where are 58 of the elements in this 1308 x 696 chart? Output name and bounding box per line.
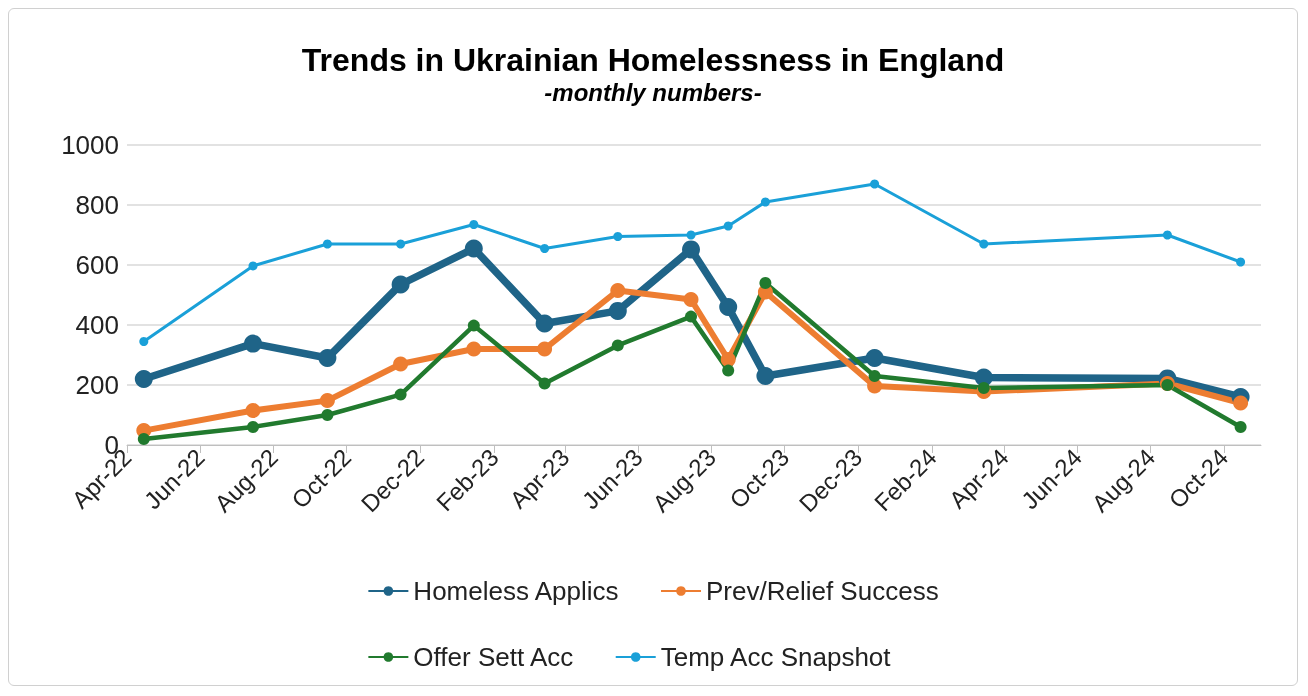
point — [979, 239, 989, 249]
point — [391, 275, 410, 294]
chart-subtitle: -monthly numbers- — [544, 78, 762, 106]
point — [319, 393, 335, 409]
point — [685, 310, 697, 323]
point — [682, 240, 700, 259]
legend-label: Prev/Relief Success — [705, 576, 939, 606]
point — [248, 261, 258, 271]
point — [318, 349, 337, 367]
point — [683, 292, 699, 307]
point — [977, 382, 990, 394]
point — [722, 364, 735, 377]
point — [756, 367, 775, 385]
point — [245, 403, 261, 418]
point — [393, 356, 409, 372]
point — [759, 277, 772, 289]
point — [469, 220, 479, 229]
point — [760, 197, 770, 207]
point — [537, 341, 553, 357]
legend-label: Offer Sett Acc — [413, 642, 574, 672]
point — [244, 334, 262, 353]
point — [247, 421, 259, 433]
point — [322, 239, 332, 249]
point — [466, 341, 482, 357]
point — [1233, 395, 1249, 411]
point — [321, 409, 334, 421]
point — [467, 319, 480, 332]
point — [1162, 230, 1172, 240]
y-tick-label: 800 — [75, 190, 119, 220]
point — [396, 239, 406, 249]
point — [686, 230, 696, 240]
point — [868, 370, 881, 382]
point — [608, 301, 627, 320]
point — [137, 433, 150, 445]
point — [538, 377, 551, 390]
y-tick-label: 200 — [75, 370, 119, 400]
legend-label: Homeless Applics — [413, 576, 619, 606]
point — [540, 244, 550, 253]
point — [870, 179, 880, 189]
chart-title: Trends in Ukrainian Homelessness in England — [301, 42, 1005, 78]
point — [720, 352, 736, 367]
y-tick-label: 400 — [75, 310, 119, 340]
point — [464, 239, 483, 258]
point — [719, 298, 738, 316]
point — [723, 221, 733, 231]
point — [865, 349, 884, 367]
point — [139, 337, 149, 346]
point — [1236, 257, 1246, 267]
point — [394, 388, 407, 401]
point — [610, 283, 626, 298]
legend-label: Temp Acc Snapshot — [660, 642, 892, 672]
point — [611, 339, 624, 352]
point — [535, 314, 554, 333]
point — [1234, 421, 1247, 433]
y-tick-label: 1000 — [61, 130, 119, 160]
point — [613, 232, 623, 241]
y-tick-label: 600 — [75, 250, 119, 280]
point — [134, 370, 153, 388]
